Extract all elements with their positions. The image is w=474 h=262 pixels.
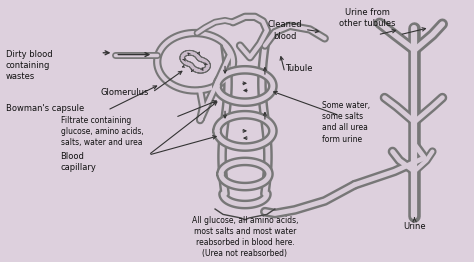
Text: Blood
capillary: Blood capillary — [61, 151, 96, 172]
Text: Dirty blood
containing
wastes: Dirty blood containing wastes — [6, 50, 52, 81]
Text: All glucose, all amino acids,
most salts and most water
reabsorbed in blood here: All glucose, all amino acids, most salts… — [191, 216, 298, 259]
Text: Some water,
some salts
and all urea
form urine: Some water, some salts and all urea form… — [322, 101, 370, 144]
Text: Bowman's capsule: Bowman's capsule — [6, 104, 84, 113]
Text: Tubule: Tubule — [285, 64, 312, 73]
Text: Urine: Urine — [403, 222, 426, 231]
Text: Urine from
other tubules: Urine from other tubules — [339, 8, 396, 28]
Text: Cleaned
blood: Cleaned blood — [267, 20, 302, 41]
Text: Filtrate containing
glucose, amino acids,
salts, water and urea: Filtrate containing glucose, amino acids… — [61, 116, 143, 147]
Text: Glomerulus: Glomerulus — [100, 88, 149, 97]
